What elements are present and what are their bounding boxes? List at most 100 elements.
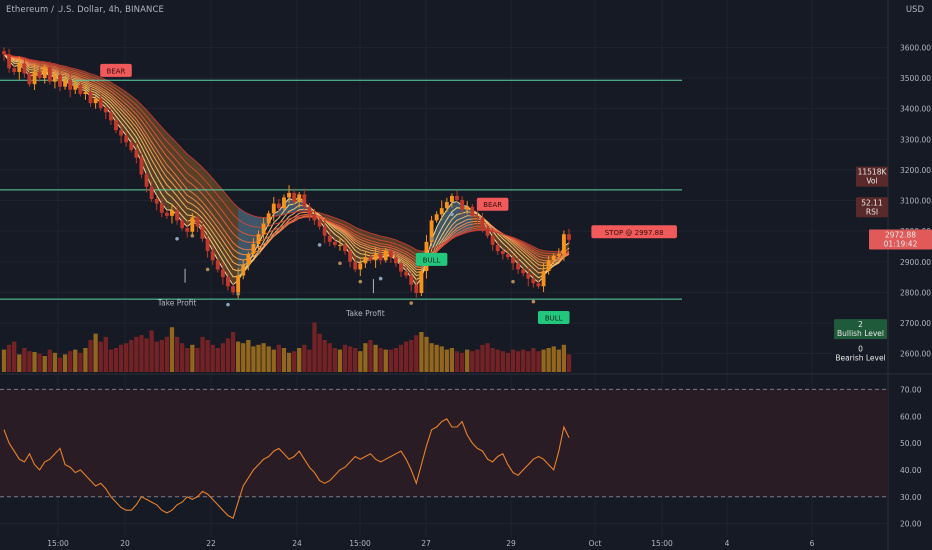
axis-tag-text-0-0: 11518K <box>858 168 888 177</box>
volume-bar-55 <box>281 348 287 372</box>
axis-tag-box-3 <box>834 319 887 340</box>
candle-body-3 <box>17 63 22 72</box>
volume-bars <box>1 322 572 372</box>
signal-dot-12 <box>450 212 454 217</box>
candle-body-20 <box>103 108 108 113</box>
candle-body-36 <box>185 228 190 232</box>
volume-bar-104 <box>531 348 536 372</box>
rsi-tick-5: 20.00 <box>900 520 922 529</box>
candle-body-82 <box>419 270 424 294</box>
axis-tag-box-4 <box>834 343 887 364</box>
volume-bar-19 <box>98 341 103 372</box>
volume-bar-4 <box>22 348 27 372</box>
signal-dot-5 <box>256 250 261 255</box>
volume-bar-27 <box>139 335 144 372</box>
volume-bar-36 <box>185 348 190 372</box>
take-profit-label-5: Take Profit <box>157 299 197 308</box>
signal-dot-10 <box>409 301 414 305</box>
candle-body-79 <box>404 271 409 276</box>
candle-body-58 <box>297 194 302 203</box>
candle-body-48 <box>246 254 251 265</box>
volume-bar-9 <box>47 349 52 372</box>
axis-tag-text-3-0: 2 <box>858 320 863 329</box>
axis-tag-text-4-1: Bearish Level <box>835 354 885 363</box>
signal-dot-0 <box>175 237 179 241</box>
candle-body-15 <box>78 84 83 94</box>
candle-body-64 <box>327 235 332 242</box>
candle-body-35 <box>180 220 185 229</box>
candle-body-56 <box>287 192 291 198</box>
time-axis[interactable]: 15:00 20 22 24 15:00 27 29 Oct 15:00 4 6 <box>47 539 814 548</box>
volume-bar-2 <box>12 341 17 372</box>
candle-body-11 <box>58 74 62 87</box>
time-tick-9: 4 <box>725 539 730 548</box>
price-tick-2: 3400.00 <box>900 105 931 114</box>
bull-label-box-3 <box>537 310 570 324</box>
candle-body-2 <box>12 68 17 72</box>
volume-bar-26 <box>134 336 139 372</box>
volume-bar-8 <box>42 356 47 372</box>
volume-bar-61 <box>312 322 317 372</box>
volume-bar-23 <box>118 344 124 372</box>
volume-bar-75 <box>383 349 388 372</box>
candle-body-51 <box>261 223 266 235</box>
volume-bar-106 <box>541 349 546 372</box>
candle-body-69 <box>353 261 358 270</box>
volume-bar-92 <box>470 351 475 372</box>
volume-bar-83 <box>424 336 429 372</box>
time-tick-0: 15:00 <box>47 539 69 548</box>
candle-body-16 <box>83 91 88 94</box>
candle-body-76 <box>388 251 393 258</box>
candle-body-62 <box>317 220 322 227</box>
ribbon-line-7 <box>3 53 570 263</box>
candle-body-89 <box>455 195 459 200</box>
rsi-tick-1: 60.00 <box>900 412 922 421</box>
candle-body-25 <box>129 142 134 151</box>
time-tick-4: 15:00 <box>349 539 371 548</box>
candle-body-1 <box>7 54 12 69</box>
candle-body-44 <box>226 277 230 287</box>
volume-bar-17 <box>88 340 93 372</box>
volume-bar-60 <box>307 349 312 372</box>
bear-label-box-1 <box>476 197 509 211</box>
axis-tag-text-3-1: Bullish Level <box>837 329 884 338</box>
candle-body-34 <box>175 210 179 221</box>
volume-bar-99 <box>505 352 511 372</box>
volume-bar-65 <box>332 348 337 372</box>
volume-bar-94 <box>480 344 485 372</box>
candle-body-60 <box>307 206 312 215</box>
volume-bar-101 <box>515 351 521 372</box>
candle-body-23 <box>119 130 124 136</box>
candle-body-30 <box>154 199 159 204</box>
candle-body-0 <box>2 51 6 55</box>
chart-title: Ethereum / U.S. Dollar, 4h, BINANCE <box>6 5 164 15</box>
volume-bar-110 <box>561 344 567 372</box>
volume-bar-78 <box>398 344 404 372</box>
currency-label[interactable]: USD <box>905 5 924 15</box>
volume-bar-25 <box>129 340 134 372</box>
volume-bar-76 <box>388 349 393 372</box>
candle-body-73 <box>373 254 378 261</box>
price-axis[interactable]: 3600.00 3500.00 3400.00 3300.00 3200.00 3100.… <box>834 43 932 529</box>
candle-body-18 <box>93 98 98 104</box>
candle-body-85 <box>434 214 439 221</box>
candle-body-99 <box>505 254 510 258</box>
volume-bar-66 <box>337 349 343 372</box>
candlesticks <box>2 47 571 299</box>
rsi-panel <box>0 388 888 519</box>
volume-bar-14 <box>73 349 78 372</box>
volume-bar-40 <box>205 340 210 372</box>
rsi-tick-2: 50.00 <box>900 439 922 448</box>
signal-dot-13 <box>511 279 515 284</box>
volume-bar-95 <box>485 343 490 372</box>
bear-label-1: BEAR <box>483 201 502 209</box>
volume-bar-51 <box>261 343 266 372</box>
candle-body-19 <box>98 98 103 109</box>
ribbon-fill-bull-0 <box>238 197 310 281</box>
candle-body-55 <box>282 197 286 209</box>
volume-bar-46 <box>236 341 241 372</box>
candle-body-88 <box>449 195 454 203</box>
volume-bar-20 <box>103 336 108 372</box>
axis-tag-text-2-0: 2972.88 <box>885 230 916 239</box>
